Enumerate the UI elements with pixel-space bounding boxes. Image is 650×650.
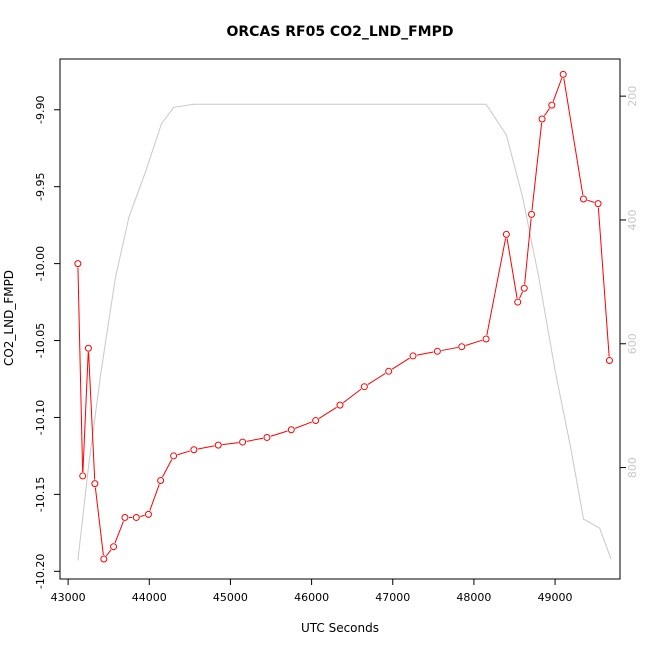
co2-line-segment: [294, 421, 313, 429]
co2-data-point: [548, 101, 556, 109]
series-layer: [74, 70, 613, 563]
co2-line-segment: [105, 549, 112, 557]
co2-line-segment: [88, 352, 96, 480]
x-tick-label: 43000: [51, 591, 86, 604]
plot-frame: [59, 58, 621, 580]
co2-line-segment: [543, 108, 550, 117]
co2-line-segment: [197, 445, 215, 450]
x-tick-label: 49000: [538, 591, 573, 604]
co2-data-point: [312, 417, 320, 425]
co2-line-segment: [114, 521, 124, 544]
co2-data-point: [190, 446, 198, 454]
x-axis: 43000 44000 45000 46000 47000 48000 49000: [51, 579, 573, 604]
co2-line-segment: [342, 388, 362, 404]
co2-data-point: [385, 367, 393, 375]
co2-data-point: [409, 352, 417, 360]
co2-line-segment: [162, 459, 173, 478]
y-axis-right: 200 400 600 800: [620, 86, 639, 478]
x-tick-label: 47000: [375, 591, 410, 604]
co2-line-segment: [270, 430, 288, 437]
co2-data-point: [91, 480, 99, 488]
y2-tick-label: 800: [626, 457, 639, 478]
co2-line-segment: [94, 487, 104, 556]
x-tick-label: 46000: [294, 591, 329, 604]
co2-data-point: [110, 543, 118, 551]
co2-data-point: [559, 70, 567, 78]
x-axis-label: UTC Seconds: [301, 621, 379, 635]
co2-line-segment: [518, 291, 523, 299]
co2-line-segment: [563, 78, 584, 196]
y-tick-label: -9.90: [34, 96, 47, 124]
co2-data-point: [594, 200, 602, 208]
co2-line-segment: [531, 122, 543, 211]
co2-data-point: [239, 438, 247, 446]
co2-line-segment: [441, 346, 458, 352]
co2-data-point: [458, 343, 466, 351]
co2-data-point: [605, 357, 613, 365]
co2-data-point: [84, 344, 92, 352]
y2-tick-label: 600: [626, 333, 639, 354]
co2-data-point: [157, 477, 165, 485]
y-axis-label: CO2_LND_FMPD: [2, 270, 16, 366]
y2-tick-label: 200: [626, 86, 639, 107]
co2-data-point: [74, 260, 82, 268]
y-tick-label: -9.95: [34, 172, 47, 200]
co2-data-point: [433, 347, 441, 355]
co2-line-segment: [149, 484, 160, 511]
x-tick-label: 48000: [456, 591, 491, 604]
co2-data-point: [336, 401, 344, 409]
y-tick-label: -10.10: [34, 400, 47, 435]
y-tick-label: -10.20: [34, 554, 47, 589]
co2-data-point: [79, 472, 87, 480]
co2-line-segment: [177, 450, 191, 456]
co2-data-point: [360, 383, 368, 391]
co2-data-point: [170, 452, 178, 460]
co2-line-segment: [367, 373, 386, 385]
co2-data-point: [100, 555, 108, 563]
altitude-line: [77, 103, 612, 561]
x-tick-label: 44000: [132, 591, 167, 604]
co2-line-segment: [391, 357, 410, 370]
chart-title: ORCAS RF05 CO2_LND_FMPD: [226, 24, 453, 40]
co2-line-segment: [318, 406, 337, 419]
y-axis-left: -10.20 -10.15 -10.10 -10.05 -10.00 -9.95 -9.90: [34, 96, 60, 589]
co2-line-segment: [416, 351, 434, 356]
co2-line-segment: [82, 352, 89, 472]
co2-line-segment: [222, 442, 239, 446]
y2-tick-label: 400: [626, 209, 639, 230]
x-tick-label: 45000: [213, 591, 248, 604]
co2-data-point: [520, 284, 528, 292]
co2-line-segment: [597, 207, 610, 357]
co2-data-point: [121, 513, 129, 521]
co2-data-point: [528, 210, 536, 218]
co2-line-segment: [486, 238, 507, 336]
co2-data-point: [132, 513, 140, 521]
co2-line-segment: [77, 267, 84, 472]
co2-data-point: [287, 426, 295, 434]
co2-line-segment: [506, 238, 518, 299]
co2-line-segment: [140, 514, 145, 517]
co2-data-point: [514, 298, 522, 306]
co2-line-segment: [524, 218, 532, 285]
y-tick-label: -10.00: [34, 246, 47, 281]
co2-data-point: [502, 230, 510, 238]
co2-data-point: [538, 115, 546, 123]
co2-line-segment: [587, 199, 595, 203]
co2-line-segment: [246, 437, 264, 442]
co2-data-point: [482, 335, 490, 343]
co2-data-point: [144, 510, 152, 518]
co2-line-segment: [552, 77, 563, 102]
co2-data-point: [263, 433, 271, 441]
co2-line-segment: [465, 339, 483, 346]
co2-data-point: [214, 441, 222, 449]
y-tick-label: -10.15: [34, 477, 47, 512]
co2-data-point: [579, 195, 587, 203]
y-tick-label: -10.05: [34, 323, 47, 358]
